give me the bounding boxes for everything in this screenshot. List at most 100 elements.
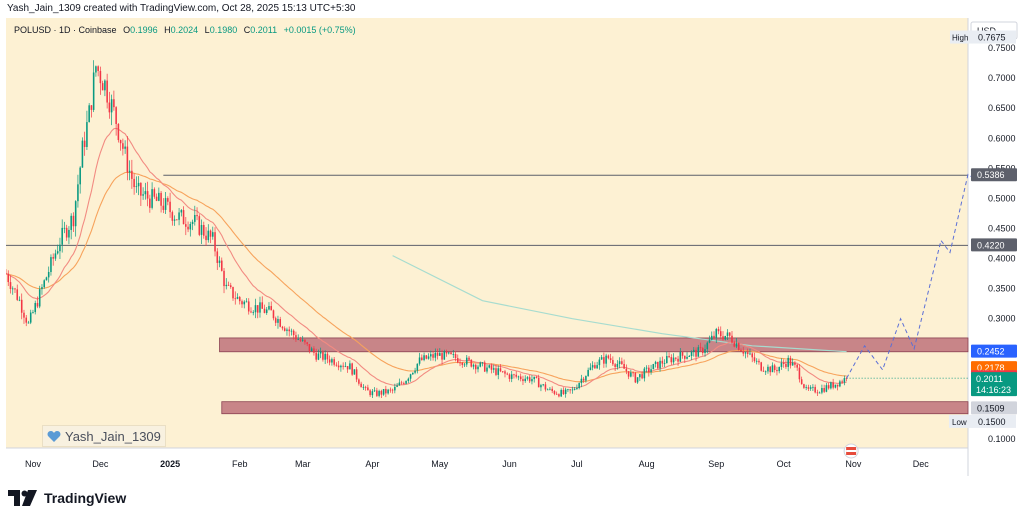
candle-body [20, 299, 23, 313]
candle-body [45, 277, 48, 281]
candle-body [18, 299, 21, 301]
candle-body [785, 363, 787, 367]
candle-body [380, 390, 383, 395]
candle-body [90, 105, 93, 110]
candle-body [430, 354, 432, 357]
candle-body [286, 329, 288, 331]
candle-body [499, 368, 502, 372]
candle-body [483, 362, 486, 372]
candle-body [34, 302, 37, 313]
candle-body [391, 389, 394, 391]
candle-body [119, 140, 122, 144]
price-tag[interactable] [971, 168, 1017, 182]
candle-body [722, 336, 724, 340]
x-tick-label: 2025 [160, 459, 180, 469]
candle-body [355, 369, 358, 380]
candle-body [270, 306, 273, 311]
candle-body [288, 329, 290, 332]
candle-body [598, 359, 601, 366]
candle-body [412, 372, 414, 375]
candle-body [225, 284, 228, 287]
candle-body [706, 342, 709, 350]
candle-body [448, 352, 450, 354]
candle-body [764, 371, 767, 373]
candle-body [56, 251, 59, 254]
high-value: 0.2024 [170, 25, 199, 35]
range-zone[interactable] [221, 401, 969, 415]
y-tick-label: 0.4000 [988, 254, 1016, 264]
candle-body [612, 360, 614, 365]
candle-body [74, 201, 77, 227]
candle-body [158, 192, 160, 201]
candle-body [553, 391, 556, 394]
candle-body [360, 383, 362, 388]
candle-body [344, 366, 347, 367]
x-tick-label: Oct [777, 459, 792, 469]
candle-body [151, 189, 153, 208]
close-key: C [243, 25, 251, 35]
candle-body [735, 343, 738, 347]
candle-body [692, 349, 695, 352]
candle-body [625, 368, 628, 372]
price-tag[interactable] [971, 401, 1017, 415]
candle-body [135, 186, 138, 188]
candle-body [333, 359, 335, 365]
candle-body [405, 381, 407, 384]
candle-body [789, 357, 792, 366]
candle-body [749, 353, 751, 355]
price-tag[interactable] [971, 238, 1017, 252]
symbol-label: POLUSD · 1D · Coinbase [14, 25, 117, 35]
candle-body [832, 382, 834, 388]
footer-bar: TradingView [0, 478, 1024, 521]
tradingview-logo[interactable]: TradingView [8, 490, 126, 506]
candle-body [27, 322, 30, 324]
x-tick-label: Jul [571, 459, 583, 469]
candle-body [265, 309, 268, 313]
candle-body [421, 357, 423, 361]
candle-body [376, 390, 378, 396]
candle-body [142, 194, 144, 196]
candle-body [36, 302, 39, 307]
candle-body [279, 319, 282, 327]
candle-body [220, 260, 223, 271]
x-tick-label: Jun [502, 459, 517, 469]
y-tick-label: 0.1000 [988, 434, 1016, 444]
candle-body [715, 329, 718, 338]
candle-body [818, 392, 821, 394]
candle-body [14, 288, 16, 290]
price-tag[interactable] [971, 344, 1017, 358]
y-tick-label: 0.7000 [988, 73, 1016, 83]
y-tick-label: 0.6000 [988, 133, 1016, 143]
candle-body [652, 364, 655, 370]
candle-body [335, 364, 338, 366]
candle-body [501, 371, 504, 373]
candle-body [472, 364, 475, 367]
candle-body [306, 342, 308, 345]
candle-body [800, 379, 803, 385]
candle-body [243, 301, 246, 305]
candle-body [526, 377, 529, 379]
candle-body [101, 83, 104, 91]
candle-body [418, 357, 421, 364]
candle-body [92, 72, 95, 110]
candle-body [236, 297, 239, 299]
candle-body [47, 271, 50, 278]
candle-body [427, 356, 430, 359]
candle-body [322, 351, 324, 360]
candle-body [319, 351, 322, 354]
last-price-badge[interactable] [971, 372, 1017, 397]
candle-body [29, 312, 32, 323]
projection-path[interactable] [846, 173, 978, 379]
range-zone[interactable] [219, 337, 969, 353]
candle-body [812, 386, 814, 388]
candle-body [349, 363, 351, 370]
candle-body [106, 80, 108, 103]
candle-body [450, 352, 452, 355]
candle-body [717, 329, 720, 332]
candle-body [535, 376, 538, 378]
price-chart[interactable]: USD0.75000.70000.65000.60000.55000.50000… [6, 18, 1018, 476]
time-scale[interactable] [6, 448, 968, 476]
candle-body [594, 365, 596, 369]
candle-body [704, 349, 706, 353]
candle-body [580, 378, 583, 384]
